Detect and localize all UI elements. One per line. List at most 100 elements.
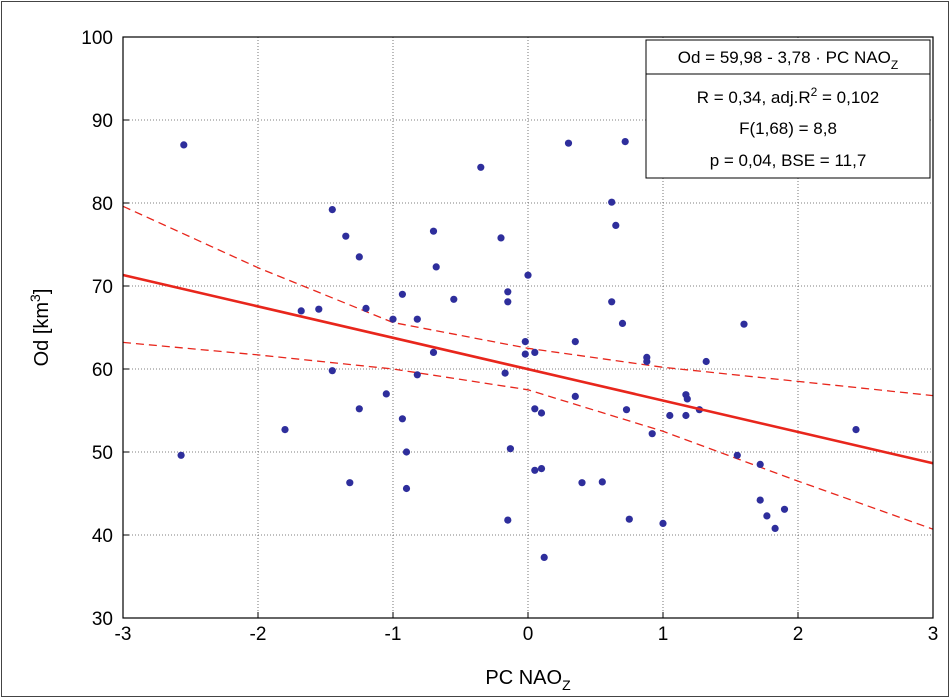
data-point: [702, 357, 710, 366]
data-point: [578, 479, 586, 487]
y-axis-label: Od [km3]: [27, 289, 53, 367]
data-point: [612, 221, 620, 229]
data-point: [501, 369, 509, 377]
data-point: [608, 198, 616, 206]
data-point: [666, 411, 674, 420]
data-point: [682, 411, 690, 420]
data-point: [537, 409, 546, 417]
data-point: [621, 138, 629, 146]
data-point: [608, 298, 616, 306]
regression-line: [122, 273, 934, 465]
y-tick-label: 40: [92, 526, 113, 547]
data-point: [413, 315, 421, 323]
y-tick-label: 100: [81, 28, 113, 49]
plot-area-border: [122, 36, 934, 619]
data-point: [733, 451, 741, 459]
data-point: [521, 338, 529, 346]
data-point: [177, 451, 185, 459]
data-point: [756, 496, 764, 504]
x-tick-label: 1: [658, 624, 669, 645]
ci-lower-line: [122, 341, 934, 530]
data-point: [564, 139, 573, 147]
data-point: [506, 445, 514, 453]
data-point: [531, 405, 539, 413]
y-tick-label: 80: [92, 194, 113, 215]
x-tick-labels: -3 -2 -1 0 1 2 3: [115, 624, 939, 645]
y-tick-label: 30: [92, 609, 113, 630]
data-point: [432, 263, 440, 271]
data-point: [571, 392, 579, 400]
f-statistic: F(1,68) = 8,8: [739, 119, 837, 138]
data-points: [177, 138, 860, 562]
y-tick-label: 50: [92, 443, 113, 464]
data-point: [625, 515, 633, 523]
data-point: [771, 524, 779, 533]
confidence-bands: [122, 205, 934, 530]
data-point: [622, 406, 631, 414]
data-point: [648, 430, 656, 438]
data-point: [429, 348, 438, 356]
data-point: [315, 305, 323, 313]
x-tick-label: -2: [250, 624, 267, 645]
data-point: [346, 479, 354, 487]
data-point: [429, 227, 438, 235]
data-point: [413, 371, 421, 379]
x-tick-label: -3: [115, 624, 132, 645]
data-point: [180, 141, 188, 149]
x-tick-label: 0: [523, 624, 534, 645]
data-point: [398, 415, 406, 423]
x-axis-label: PC NAOZ: [485, 667, 571, 693]
data-point: [328, 206, 336, 214]
data-point: [382, 390, 390, 398]
data-point: [389, 315, 397, 323]
data-point: [780, 505, 789, 513]
data-point: [852, 426, 860, 434]
regression-equation: Od = 59,98 - 3,78 · PC NAOZ: [678, 48, 898, 72]
data-point: [756, 460, 764, 468]
data-point: [540, 553, 548, 562]
data-point: [524, 271, 532, 279]
data-point: [497, 234, 505, 242]
data-point: [450, 295, 458, 303]
ci-upper-line: [122, 205, 934, 397]
correlation-stats: R = 0,34, adj.R2 = 0,102: [697, 85, 879, 107]
data-point: [598, 478, 606, 486]
data-point: [521, 350, 529, 358]
x-tick-label: 3: [928, 624, 939, 645]
data-point: [402, 448, 411, 456]
data-point: [477, 163, 485, 171]
data-point: [504, 288, 512, 296]
data-point: [531, 348, 539, 356]
data-point: [281, 426, 289, 434]
data-point: [537, 465, 546, 473]
data-point: [355, 405, 363, 413]
data-point: [740, 320, 748, 328]
data-point: [504, 516, 512, 524]
y-tick-label: 70: [92, 277, 113, 298]
y-tick-label: 60: [92, 360, 113, 381]
data-point: [362, 304, 370, 312]
data-point: [398, 290, 406, 298]
data-point: [683, 395, 691, 403]
x-tick-label: 2: [793, 624, 804, 645]
data-point: [297, 307, 305, 315]
y-tick-labels: 30 40 50 60 70 80 90 100: [81, 28, 113, 630]
data-point: [328, 367, 336, 375]
statistics-box: Od = 59,98 - 3,78 · PC NAOZ R = 0,34, ad…: [645, 39, 931, 179]
regression-line-group: [122, 273, 934, 465]
data-point: [643, 357, 651, 366]
data-point: [355, 253, 363, 261]
data-point: [659, 519, 667, 528]
y-tick-label: 90: [92, 111, 113, 132]
data-point: [571, 338, 579, 346]
data-point: [504, 298, 512, 306]
data-point: [763, 512, 771, 520]
data-point: [402, 484, 411, 493]
data-point: [342, 232, 350, 240]
p-value-bse: p = 0,04, BSE = 11,7: [710, 151, 867, 170]
x-tick-label: -1: [385, 624, 402, 645]
data-point: [618, 319, 627, 327]
data-point: [531, 466, 539, 474]
